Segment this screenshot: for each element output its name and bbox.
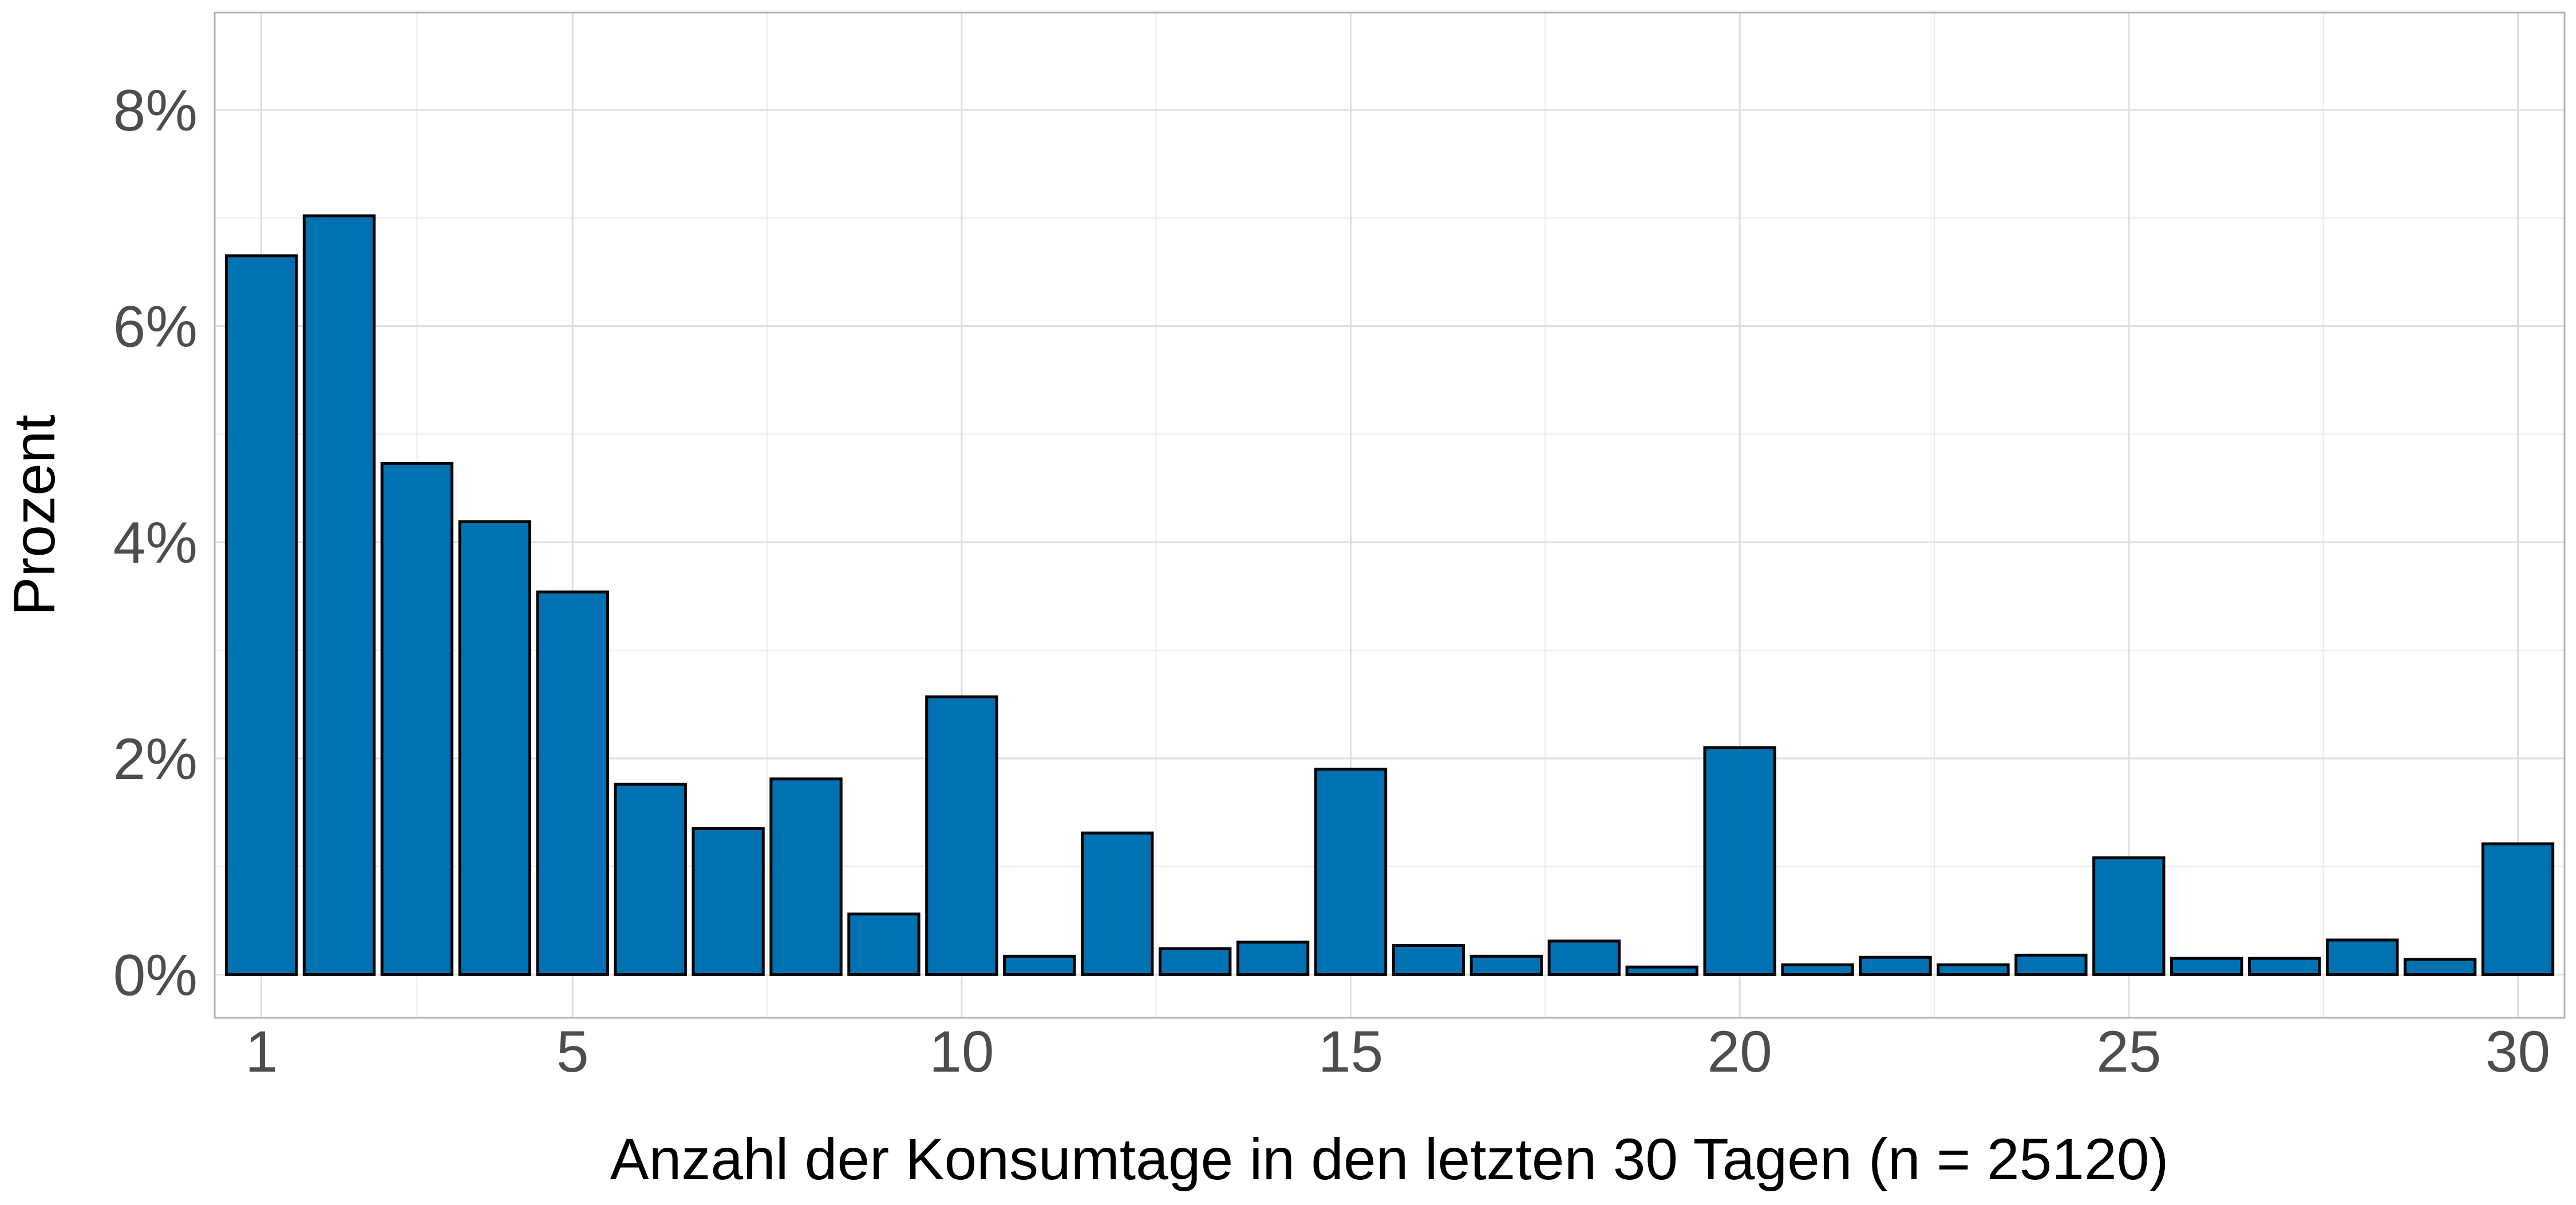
- bar-day-6: [614, 783, 687, 976]
- bar-day-20: [1703, 746, 1776, 976]
- y-tick-label: 4%: [113, 510, 197, 575]
- bar-day-4: [458, 520, 532, 976]
- x-axis-title: Anzahl der Konsumtage in den letzten 30 …: [610, 1127, 2169, 1192]
- bar-day-30: [2481, 842, 2555, 976]
- y-tick-label: 2%: [113, 726, 197, 792]
- bar-day-8: [769, 777, 843, 976]
- bar-day-10: [925, 695, 998, 976]
- x-tick-label: 1: [245, 1019, 278, 1084]
- y-axis-title: Prozent: [2, 414, 67, 616]
- bar-day-2: [302, 214, 376, 976]
- plot-panel-border: [214, 11, 2566, 1019]
- bar-day-16: [1392, 943, 1465, 976]
- bar-day-5: [536, 590, 609, 976]
- bar-day-23: [1937, 963, 2010, 976]
- bar-day-9: [847, 912, 920, 976]
- x-tick-label: 25: [2096, 1019, 2161, 1084]
- bar-day-21: [1781, 963, 1854, 976]
- x-tick-label: 5: [556, 1019, 589, 1084]
- bar-day-7: [692, 827, 765, 976]
- bars: [224, 214, 2555, 976]
- x-tick-label: 20: [1707, 1019, 1772, 1084]
- bar-day-18: [1547, 939, 1621, 976]
- y-axis-tick-labels: 0% 2% 4% 6% 8%: [113, 78, 197, 1008]
- y-tick-label: 8%: [113, 78, 197, 143]
- bar-day-29: [2403, 958, 2477, 976]
- bar-day-26: [2170, 957, 2243, 976]
- x-tick-label: 30: [2486, 1019, 2550, 1084]
- bar-day-17: [1469, 954, 1543, 976]
- bar-day-28: [2325, 938, 2399, 976]
- bar-day-3: [380, 461, 454, 976]
- x-tick-label: 10: [929, 1019, 994, 1084]
- bar-day-25: [2092, 856, 2166, 976]
- x-axis-tick-labels: 1 5 10 15 20 25 30: [245, 1019, 2550, 1084]
- bar-day-12: [1081, 831, 1154, 976]
- bar-day-1: [224, 254, 298, 976]
- bar-day-13: [1159, 947, 1232, 976]
- bar-day-14: [1236, 941, 1310, 976]
- y-tick-label: 0%: [113, 942, 197, 1008]
- y-tick-label: 6%: [113, 294, 197, 359]
- bar-day-15: [1314, 768, 1388, 976]
- bar-day-11: [1003, 954, 1076, 976]
- bar-day-22: [1859, 955, 1932, 976]
- bar-day-19: [1625, 965, 1698, 976]
- bar-day-27: [2247, 957, 2321, 976]
- bar-day-24: [2014, 953, 2088, 976]
- x-tick-label: 15: [1318, 1019, 1383, 1084]
